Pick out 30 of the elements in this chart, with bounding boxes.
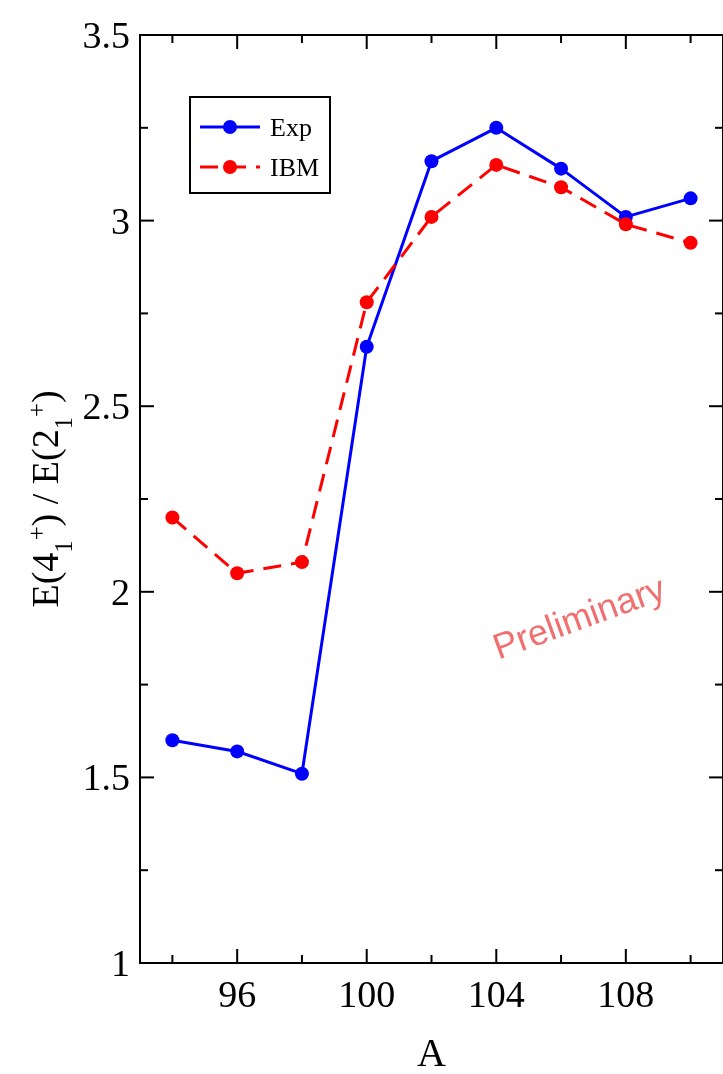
point — [359, 339, 374, 354]
point — [294, 766, 309, 781]
point — [489, 157, 504, 172]
y-tick-label: 3 — [111, 199, 130, 242]
point — [618, 217, 633, 232]
x-tick-label: 100 — [338, 973, 396, 1015]
x-axis-title: A — [417, 1030, 447, 1074]
point — [683, 235, 698, 250]
point — [554, 161, 569, 176]
point — [683, 191, 698, 206]
point — [554, 180, 569, 195]
y-tick-label: 3.5 — [82, 14, 130, 56]
y-tick-label: 2.5 — [82, 385, 130, 428]
point — [489, 120, 504, 135]
x-tick-label: 108 — [597, 973, 655, 1015]
legend-label: IBM — [270, 152, 320, 182]
y-tick-label: 2 — [111, 570, 130, 613]
y-tick-label: 1 — [111, 942, 130, 984]
point — [424, 154, 439, 169]
point — [165, 510, 180, 525]
point — [359, 295, 374, 310]
x-tick-label: 104 — [467, 973, 525, 1015]
legend-label: Exp — [270, 112, 312, 142]
point — [424, 209, 439, 224]
y-tick-label: 1.5 — [82, 756, 130, 799]
point — [230, 566, 245, 581]
point — [165, 733, 180, 748]
point — [294, 555, 309, 570]
x-tick-label: 96 — [218, 973, 257, 1015]
point — [230, 744, 245, 759]
